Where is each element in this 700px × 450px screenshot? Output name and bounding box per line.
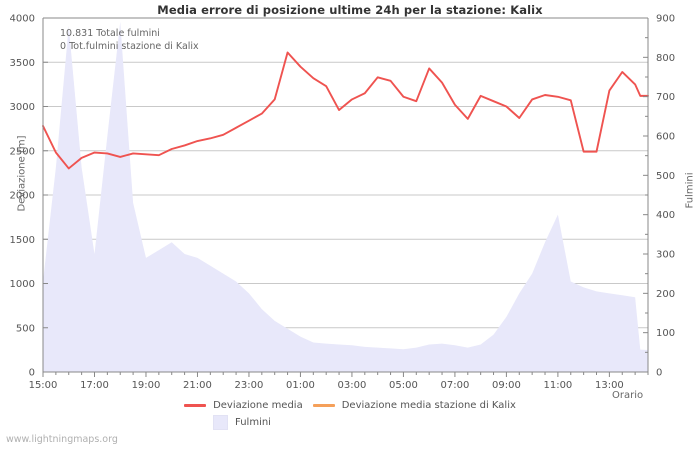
y-right-tick-labels: 0 100 200 300 400 500 600 700 800 900 bbox=[656, 14, 675, 379]
svg-text:10.831 Totale fulmini: 10.831 Totale fulmini bbox=[60, 28, 160, 39]
svg-text:09:00: 09:00 bbox=[492, 380, 521, 391]
legend-label: Deviazione media bbox=[213, 400, 303, 411]
legend-box-swatch-icon bbox=[213, 415, 228, 430]
axis-ticks bbox=[42, 37, 649, 377]
svg-text:500: 500 bbox=[656, 171, 675, 182]
svg-text:300: 300 bbox=[656, 250, 675, 261]
svg-text:400: 400 bbox=[656, 210, 675, 221]
chart-annotations: 10.831 Totale fulmini 0 Tot.fulmini stazi… bbox=[60, 28, 199, 52]
svg-text:15:00: 15:00 bbox=[29, 380, 58, 391]
svg-text:07:00: 07:00 bbox=[441, 380, 470, 391]
svg-text:13:00: 13:00 bbox=[595, 380, 624, 391]
svg-text:1000: 1000 bbox=[10, 279, 35, 290]
svg-text:500: 500 bbox=[16, 323, 35, 334]
svg-text:3500: 3500 bbox=[10, 58, 35, 69]
svg-text:4000: 4000 bbox=[10, 14, 35, 25]
x-axis-tick-labels: 15:00 17:00 19:00 21:00 23:00 01:00 03:00 05:00… bbox=[29, 380, 624, 391]
svg-text:700: 700 bbox=[656, 92, 675, 103]
chart-legend: Deviazione media Deviazione media stazio… bbox=[0, 397, 700, 431]
svg-text:3000: 3000 bbox=[10, 102, 35, 113]
svg-text:19:00: 19:00 bbox=[132, 380, 161, 391]
legend-line-swatch-icon bbox=[184, 404, 207, 407]
legend-item-fulmini[interactable]: Fulmini bbox=[213, 415, 271, 430]
chart-title: Media errore di posizione ultime 24h per… bbox=[157, 3, 543, 17]
svg-text:05:00: 05:00 bbox=[389, 380, 418, 391]
svg-text:01:00: 01:00 bbox=[286, 380, 315, 391]
legend-item-deviazione-media-stazione[interactable]: Deviazione media stazione di Kalix bbox=[312, 400, 516, 411]
svg-text:17:00: 17:00 bbox=[80, 380, 109, 391]
svg-text:0: 0 bbox=[29, 368, 35, 379]
svg-text:600: 600 bbox=[656, 132, 675, 143]
svg-text:1500: 1500 bbox=[10, 235, 35, 246]
svg-text:03:00: 03:00 bbox=[338, 380, 367, 391]
svg-text:0: 0 bbox=[656, 368, 662, 379]
svg-text:2500: 2500 bbox=[10, 146, 35, 157]
svg-text:200: 200 bbox=[656, 289, 675, 300]
legend-row-secondary: Fulmini bbox=[0, 414, 700, 431]
y-axis-left-title: Deviazione [m] bbox=[16, 135, 28, 212]
svg-text:900: 900 bbox=[656, 14, 675, 25]
svg-text:11:00: 11:00 bbox=[543, 380, 572, 391]
legend-line-swatch-icon bbox=[312, 404, 335, 407]
legend-item-deviazione-media[interactable]: Deviazione media bbox=[184, 400, 303, 411]
deviazione-media-line-series bbox=[42, 51, 649, 170]
svg-text:23:00: 23:00 bbox=[235, 380, 264, 391]
svg-text:2000: 2000 bbox=[10, 191, 35, 202]
footer-watermark: www.lightningmaps.org bbox=[6, 434, 118, 445]
svg-text:0 Tot.fulmini stazione di Kali: 0 Tot.fulmini stazione di Kalix bbox=[60, 41, 199, 52]
y-axis-right-title: Fulmini bbox=[684, 172, 696, 209]
legend-label: Fulmini bbox=[235, 417, 271, 428]
y-left-tick-labels: 0 500 1000 1500 2000 2500 3000 3500 4000 bbox=[10, 14, 35, 379]
x-axis-title: Orario bbox=[612, 390, 644, 401]
legend-row-primary: Deviazione media Deviazione media stazio… bbox=[0, 397, 700, 414]
svg-text:21:00: 21:00 bbox=[183, 380, 212, 391]
svg-text:100: 100 bbox=[656, 328, 675, 339]
svg-text:800: 800 bbox=[656, 53, 675, 64]
legend-label: Deviazione media stazione di Kalix bbox=[341, 400, 516, 411]
fulmini-area-series bbox=[43, 21, 648, 373]
